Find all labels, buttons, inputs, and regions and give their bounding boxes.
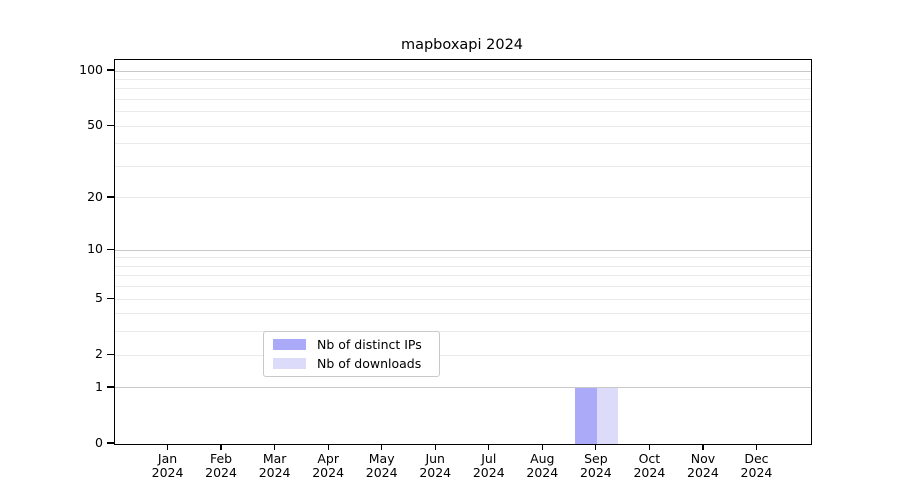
major-gridline — [115, 387, 811, 389]
y-tick-label: 20 — [87, 188, 103, 204]
chart-title: mapboxapi 2024 — [400, 37, 524, 53]
x-tick-mark — [648, 444, 651, 450]
x-tick-mark — [220, 444, 222, 450]
minor-gridline — [115, 265, 811, 267]
major-gridline — [115, 70, 811, 72]
bar-nb-of-downloads — [596, 387, 619, 444]
y-tick-label: 1 — [95, 378, 103, 394]
x-tick-label: Dec 2024 — [740, 451, 773, 480]
minor-gridline — [115, 78, 811, 80]
x-tick-label: Jan 2024 — [151, 451, 184, 480]
x-tick-mark — [327, 444, 329, 450]
legend: Nb of distinct IPs Nb of downloads — [263, 331, 440, 377]
minor-gridline — [115, 331, 811, 333]
y-tick-label: 2 — [95, 346, 103, 362]
y-tick-mark — [107, 248, 114, 250]
major-gridline — [115, 249, 811, 251]
x-tick-label: Feb 2024 — [205, 451, 237, 480]
plot-area — [114, 59, 812, 445]
y-tick-mark — [107, 196, 114, 198]
y-tick-mark — [107, 124, 114, 126]
minor-gridline — [115, 98, 811, 100]
legend-swatch-nb-of-downloads-icon — [273, 358, 306, 369]
bar-nb-of-distinct-ips — [575, 387, 597, 444]
minor-gridline — [115, 125, 811, 127]
legend-label: Nb of downloads — [317, 356, 422, 371]
minor-gridline — [115, 165, 811, 167]
minor-gridline — [115, 88, 811, 90]
y-tick-mark — [107, 353, 114, 355]
x-tick-label: May 2024 — [365, 451, 398, 480]
y-tick-label: 0 — [95, 435, 103, 450]
legend-label: Nb of distinct IPs — [317, 337, 422, 352]
x-tick-label: Jul 2024 — [472, 451, 505, 480]
x-tick-label: Nov 2024 — [687, 451, 719, 480]
x-tick-label: Aug 2024 — [526, 451, 559, 480]
x-tick-mark — [273, 444, 276, 450]
y-tick-label: 50 — [87, 117, 103, 133]
x-tick-mark — [488, 444, 490, 450]
minor-gridline — [115, 257, 811, 259]
minor-gridline — [115, 286, 811, 288]
x-tick-label: Jun 2024 — [419, 451, 452, 480]
x-tick-mark — [541, 444, 543, 450]
minor-gridline — [115, 298, 811, 300]
x-tick-label: Sep 2024 — [579, 451, 612, 480]
y-tick-mark — [107, 69, 114, 71]
y-tick-label: 5 — [95, 290, 103, 306]
y-tick-mark — [107, 386, 114, 388]
x-tick-mark — [595, 444, 597, 450]
y-tick-label: 100 — [79, 62, 103, 77]
x-tick-mark — [702, 444, 704, 450]
x-tick-mark — [755, 444, 758, 450]
legend-swatch-nb-of-distinct-ips-icon — [273, 339, 306, 350]
y-tick-label: 10 — [87, 241, 103, 257]
minor-gridline — [115, 313, 811, 315]
x-tick-mark — [166, 444, 169, 450]
minor-gridline — [115, 143, 811, 145]
minor-gridline — [115, 275, 811, 277]
legend-entry-nb-of-downloads: Nb of downloads — [273, 355, 430, 372]
x-tick-mark — [381, 444, 383, 450]
x-tick-label: Oct 2024 — [633, 451, 666, 480]
y-tick-mark — [107, 442, 114, 444]
x-tick-label: Apr 2024 — [312, 451, 345, 480]
legend-entry-nb-of-distinct-ips: Nb of distinct IPs — [273, 336, 430, 353]
x-tick-mark — [434, 444, 436, 450]
minor-gridline — [115, 354, 811, 356]
minor-gridline — [115, 197, 811, 199]
x-tick-label: Mar 2024 — [258, 451, 291, 480]
minor-gridline — [115, 111, 811, 113]
y-tick-mark — [107, 297, 114, 299]
